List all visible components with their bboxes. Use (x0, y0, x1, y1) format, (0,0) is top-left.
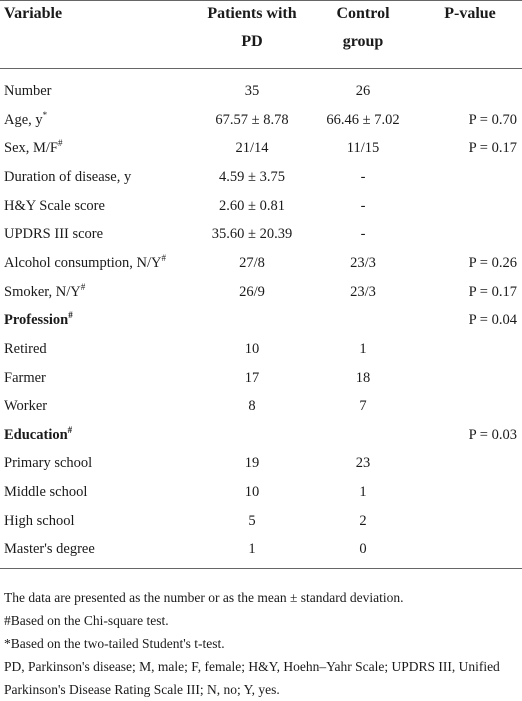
cell: 0 (359, 541, 367, 558)
footnote: The data are presented as the number or … (4, 590, 404, 605)
label-text: Farmer (4, 369, 46, 386)
label-mark: # (68, 310, 73, 321)
cell: 1 (359, 484, 367, 501)
label-mark: # (80, 281, 86, 292)
row-label: Master's degree (4, 539, 95, 559)
label-text: Middle school (4, 484, 88, 501)
label-text: Number (4, 83, 52, 99)
footnote: *Based on the two-tailed Student's t-tes… (4, 636, 225, 651)
cell: P = 0.26 (468, 254, 517, 271)
row-label: H&Y Scale score (4, 196, 105, 216)
cell: - (360, 168, 366, 185)
cell: 35.60 ± 20.39 (211, 226, 293, 243)
row-label: Sex, M/F# (4, 138, 63, 158)
cell: 2 (359, 512, 367, 529)
label-text: Worker (4, 398, 48, 415)
cell: 21/14 (235, 140, 269, 157)
cell: 11/15 (346, 140, 380, 157)
label-text: Age, y (4, 111, 43, 128)
label-text: Alcohol consumption, N/Y (4, 254, 162, 271)
label-mark: # (58, 138, 63, 149)
cell: P = 0.03 (468, 426, 517, 443)
label-text: Duration of disease, y (4, 168, 132, 185)
header-cell: Patients with PD (207, 5, 297, 50)
footnote: PD, Parkinson's disease; M, male; F, fem… (4, 659, 500, 697)
row-label: Farmer (4, 368, 46, 388)
header-cell: Control group (336, 5, 390, 50)
cell: P = 0.17 (468, 140, 517, 157)
cell: 67.57 ± 8.78 (215, 111, 289, 128)
row-label: Age, y* (4, 110, 47, 130)
cell: 35 (244, 83, 260, 99)
row-label: Retired (4, 339, 47, 359)
label-text: Smoker, N/Y (4, 283, 81, 300)
cell: 10 (244, 484, 260, 501)
label-text: Sex, M/F (4, 140, 58, 157)
label-mark: * (42, 109, 48, 120)
cell: 1 (248, 541, 256, 558)
cell: 7 (359, 398, 367, 415)
row-label: Worker (4, 396, 47, 416)
row-label: Middle school (4, 482, 87, 502)
label-text: High school (4, 512, 75, 529)
cell: P = 0.04 (468, 312, 517, 329)
row-label: Profession# (4, 310, 73, 330)
cell: P = 0.70 (468, 111, 517, 128)
row-label: Education# (4, 425, 72, 445)
label-text: H&Y Scale score (4, 197, 105, 214)
cell: 17 (244, 369, 260, 386)
label-text: Education (4, 426, 68, 443)
label-mark: # (67, 424, 73, 435)
cell: 23 (355, 455, 371, 472)
header-rule (0, 68, 522, 69)
row-label: High school (4, 511, 74, 531)
cell: - (360, 197, 366, 214)
cell: 66.46 ± 7.02 (326, 111, 400, 128)
label-text: UPDRS III score (4, 226, 104, 243)
bottom-rule (0, 568, 522, 569)
row-label: Smoker, N/Y# (4, 282, 85, 302)
label-text: Master's degree (4, 541, 95, 558)
label-text: Profession (4, 312, 69, 329)
header-cell: Variable (4, 5, 63, 22)
cell: 8 (248, 398, 256, 415)
label-mark: # (161, 253, 166, 264)
label-text: Retired (4, 340, 47, 357)
footnote: #Based on the Chi-square test. (4, 613, 169, 628)
cell: 27/8 (239, 254, 265, 271)
cell: - (360, 226, 366, 243)
cell: 26 (355, 83, 371, 99)
row-label: Alcohol consumption, N/Y# (4, 253, 166, 273)
row-label: Duration of disease, y (4, 167, 131, 187)
cell: 23/3 (350, 283, 376, 300)
cell: 18 (355, 369, 371, 386)
cell: P = 0.17 (468, 283, 517, 300)
cell: 4.59 ± 3.75 (219, 168, 285, 185)
cell: 5 (248, 512, 256, 529)
row-label: UPDRS III score (4, 224, 103, 244)
row-label: Number (4, 81, 52, 101)
label-text: Primary school (4, 455, 93, 472)
top-rule (0, 0, 522, 1)
header-cell: P-value (444, 5, 496, 22)
cell: 2.60 ± 0.81 (219, 197, 285, 214)
row-label: Primary school (4, 453, 92, 473)
cell: 1 (359, 340, 367, 357)
cell: 23/3 (350, 254, 376, 271)
cell: 10 (244, 340, 260, 357)
cell: 26/9 (239, 283, 265, 300)
cell: 19 (244, 455, 260, 472)
footnotes: The data are presented as the number or … (4, 586, 516, 701)
